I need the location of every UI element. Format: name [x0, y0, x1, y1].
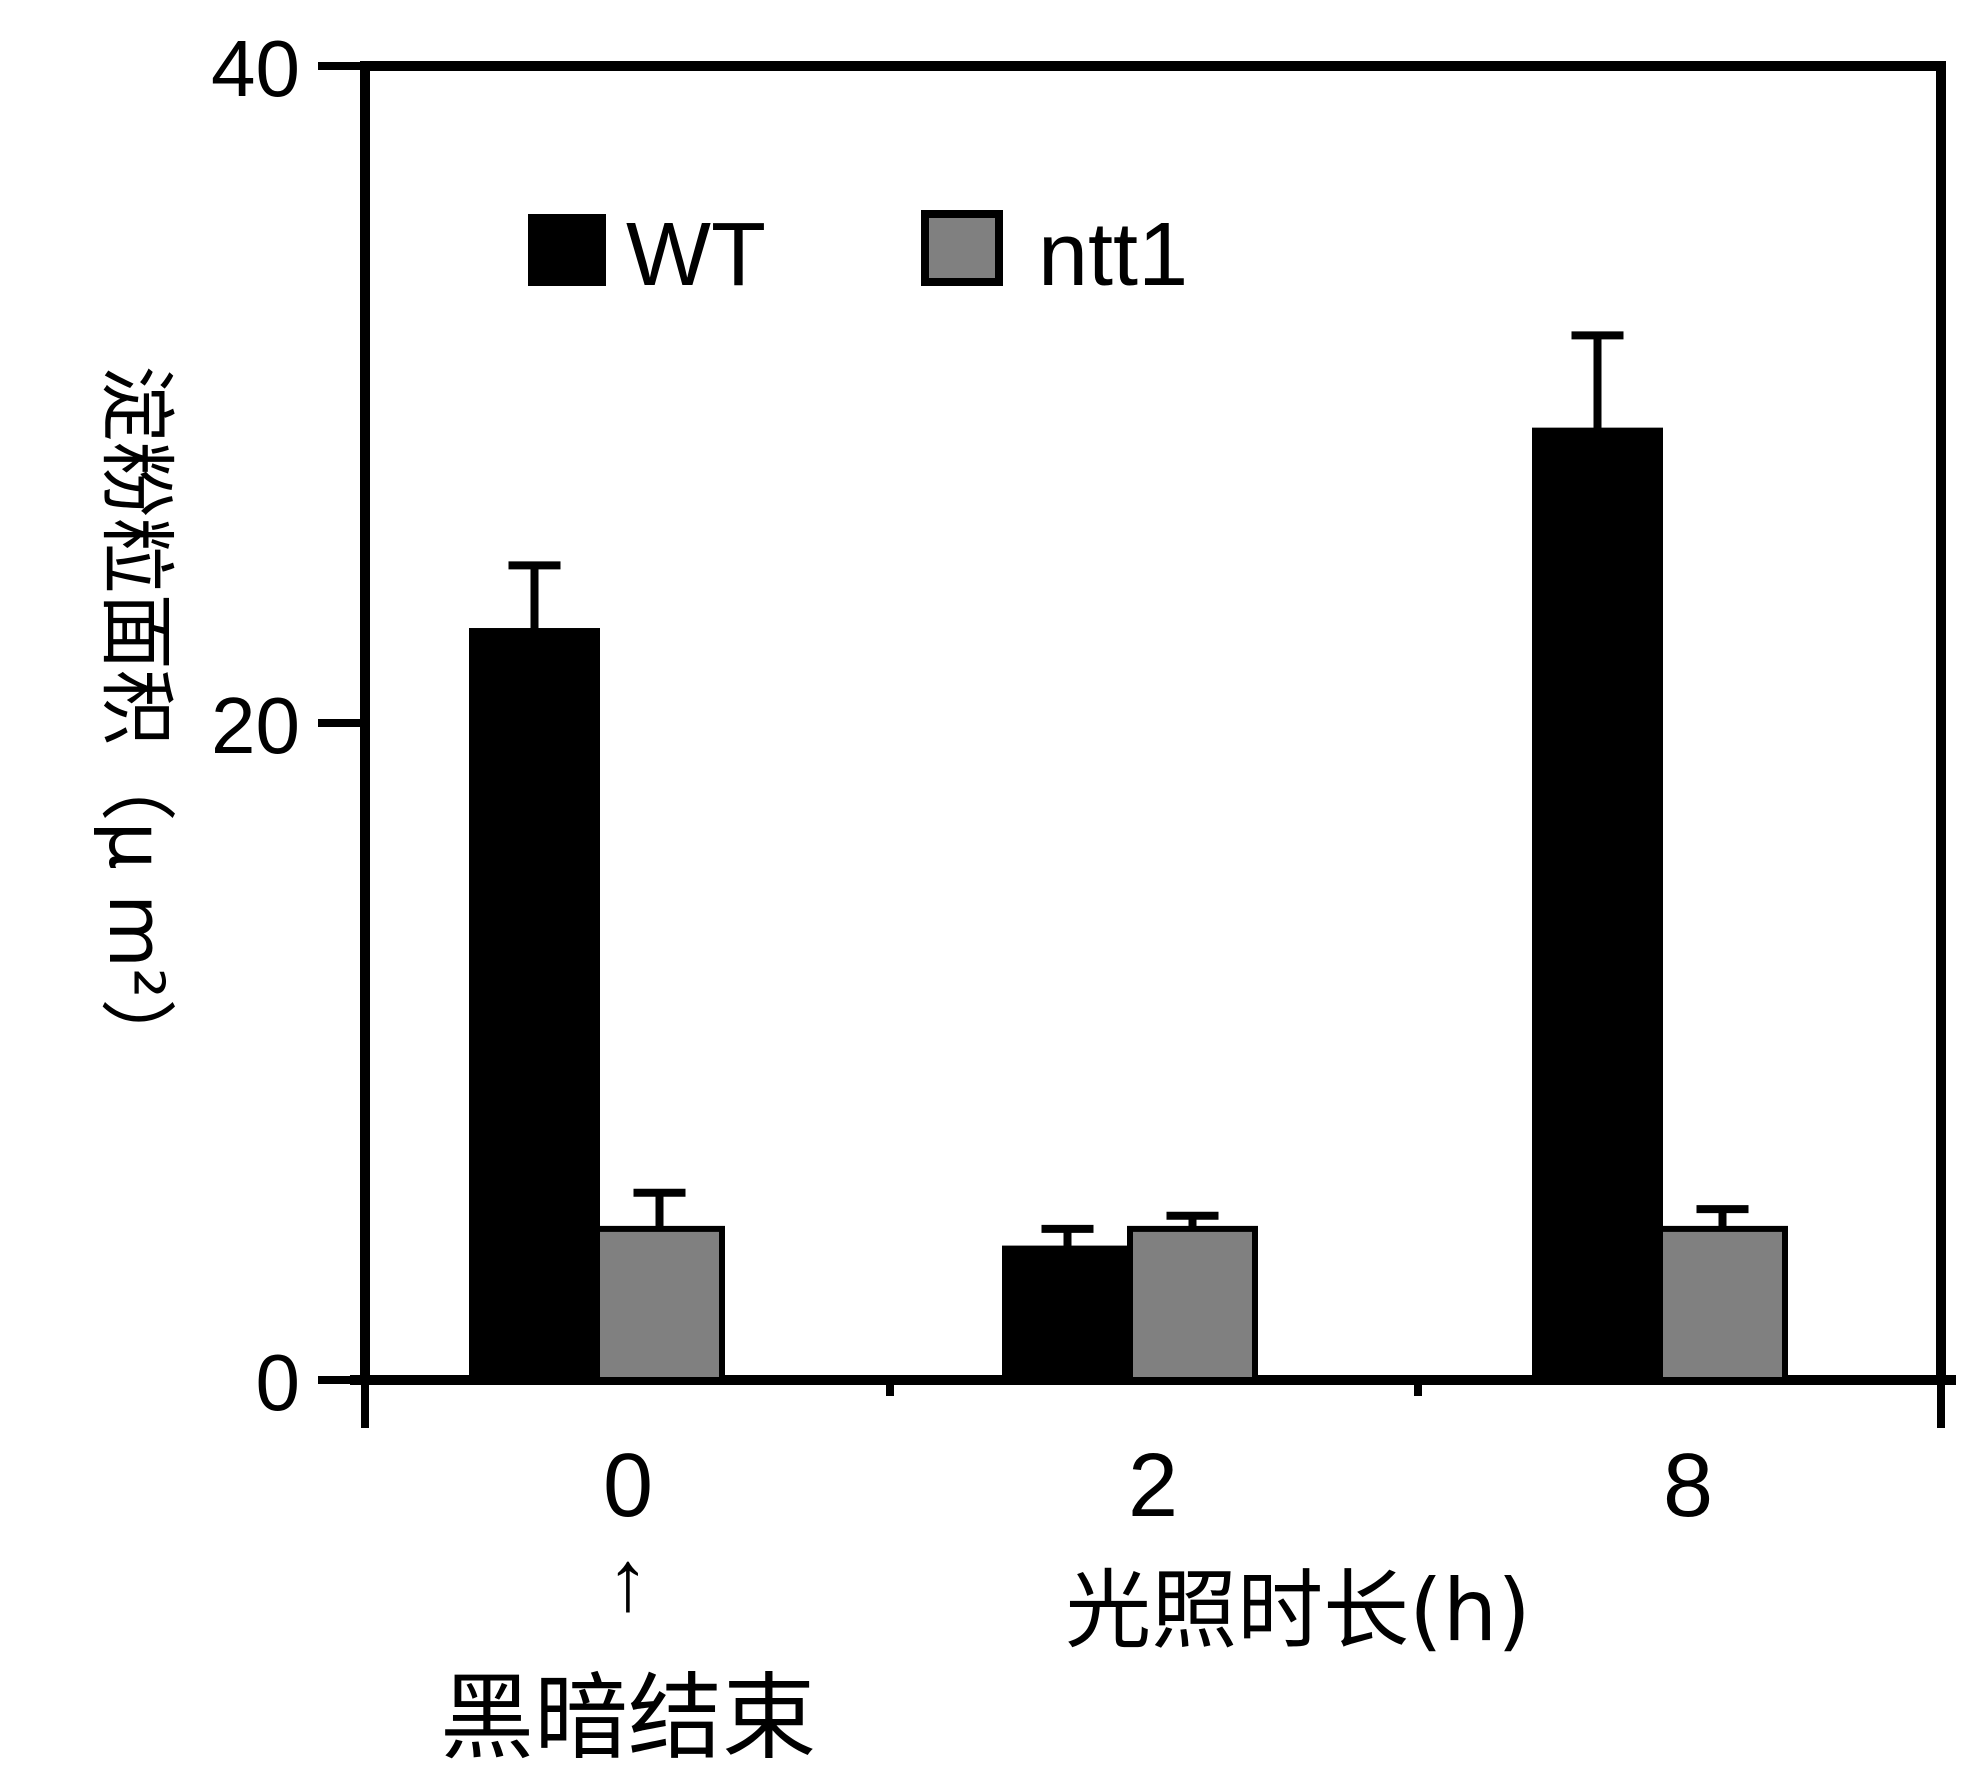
y-tick-label-0: 0	[256, 1338, 301, 1427]
bar-ntt1-0	[594, 1225, 725, 1384]
y-axis-label: 淀粉粒面积（μ m²）	[92, 365, 181, 1074]
legend-label-ntt1: ntt1	[1038, 205, 1188, 305]
bar-wt-0	[469, 628, 600, 1383]
x-tick-label-2: 2	[1128, 1436, 1178, 1536]
error-bar-wt-8	[1571, 331, 1624, 431]
error-bar-ntt1-8	[1696, 1205, 1749, 1229]
bar-ntt1-2	[1127, 1225, 1258, 1384]
legend-swatch-ntt1	[921, 210, 1003, 286]
legend-label-wt: WT	[626, 205, 766, 305]
bar-wt-2	[1002, 1245, 1133, 1383]
legend-swatch-wt	[528, 214, 606, 286]
bar-ntt1-8	[1657, 1225, 1788, 1384]
x-tick-label-0: 0	[603, 1436, 653, 1536]
y-tick-label-20: 20	[211, 681, 300, 770]
x-tick-label-8: 8	[1663, 1436, 1713, 1536]
y-tick-label-40: 40	[211, 24, 300, 113]
error-bar-wt-2	[1041, 1224, 1094, 1249]
annotation-text: 黑暗结束	[440, 1664, 816, 1773]
annotation-arrow: ↑	[607, 1533, 650, 1629]
error-bar-wt-0	[508, 561, 561, 632]
error-bar-ntt1-2	[1166, 1211, 1219, 1229]
x-axis-label: 光照时长(h)	[1065, 1561, 1531, 1661]
bar-wt-8	[1532, 427, 1663, 1383]
error-bar-ntt1-0	[633, 1188, 686, 1229]
